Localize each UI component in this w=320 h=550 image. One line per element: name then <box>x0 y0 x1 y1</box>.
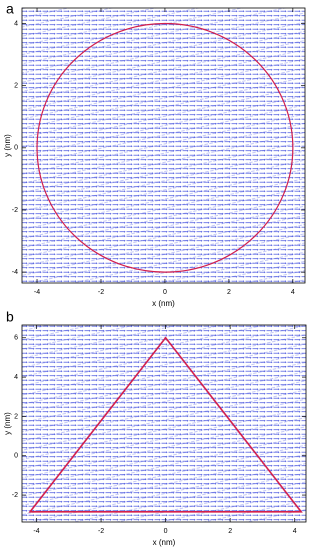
circle-outline <box>36 22 294 273</box>
x-tick-label: -4 <box>34 289 40 296</box>
plot-frame <box>21 324 307 523</box>
panel-label: b <box>6 309 14 325</box>
vector-field-texture <box>22 8 305 283</box>
triangle-outline <box>28 336 303 513</box>
y-tick-label: -2 <box>12 492 18 499</box>
x-tick-label: -2 <box>98 528 104 535</box>
x-axis-label: x (nm) <box>153 538 176 547</box>
y-axis-label: y (nm) <box>3 134 12 157</box>
x-tick-label: 4 <box>291 289 295 296</box>
x-tick-label: 4 <box>293 528 297 535</box>
x-tick-label: -4 <box>33 528 39 535</box>
y-tick-label: 0 <box>14 453 18 460</box>
y-tick-label: 2 <box>14 83 18 90</box>
y-tick-label: 2 <box>14 413 18 420</box>
x-tick-label: 2 <box>227 289 231 296</box>
y-tick-label: -2 <box>12 207 18 214</box>
y-tick-label: -4 <box>12 269 18 276</box>
x-tick-label: 0 <box>163 289 167 296</box>
y-tick-label: 4 <box>14 20 18 27</box>
y-tick-label: 0 <box>14 145 18 152</box>
x-tick-label: -2 <box>98 289 104 296</box>
x-tick-label: 0 <box>164 528 168 535</box>
x-axis-label: x (nm) <box>152 299 175 308</box>
y-tick-label: 6 <box>14 335 18 342</box>
y-tick-label: 4 <box>14 374 18 381</box>
panel-label: a <box>6 1 14 17</box>
vector-field-texture <box>22 325 306 522</box>
x-tick-label: 2 <box>228 528 232 535</box>
y-axis-label: y (nm) <box>3 412 12 435</box>
plot-frame <box>21 7 306 284</box>
